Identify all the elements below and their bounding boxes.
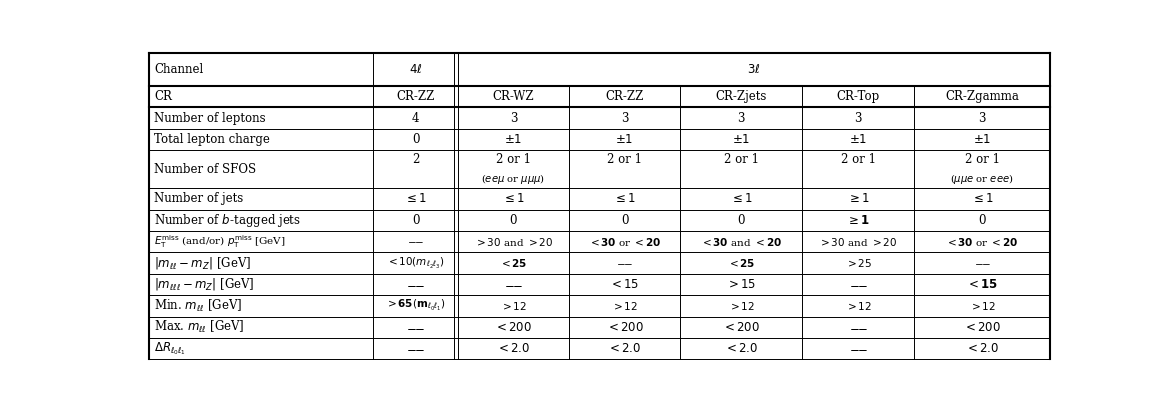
- Text: CR-ZZ: CR-ZZ: [605, 90, 644, 103]
- Text: $-\!\!-$: $-\!\!-$: [848, 342, 867, 355]
- Text: Number of leptons: Number of leptons: [154, 112, 266, 125]
- Text: 2 or 1: 2 or 1: [840, 153, 875, 166]
- Text: $< 200$: $< 200$: [963, 321, 1002, 334]
- Text: 0: 0: [621, 214, 628, 227]
- Text: 2: 2: [412, 153, 419, 166]
- Text: $|m_{\ell\ell} - m_Z|$ [GeV]: $|m_{\ell\ell} - m_Z|$ [GeV]: [154, 255, 252, 271]
- Text: $> 12$: $> 12$: [969, 300, 996, 312]
- Text: $|m_{\ell\ell\ell} - m_Z|$ [GeV]: $|m_{\ell\ell\ell} - m_Z|$ [GeV]: [154, 276, 255, 292]
- Text: CR-Zjets: CR-Zjets: [715, 90, 766, 103]
- Text: $\geq\mathbf{1}$: $\geq\mathbf{1}$: [846, 214, 870, 227]
- Text: $< 2.0$: $< 2.0$: [496, 342, 531, 355]
- Text: $<\mathbf{15}$: $<\mathbf{15}$: [966, 278, 998, 291]
- Text: CR-ZZ: CR-ZZ: [397, 90, 435, 103]
- Text: 3: 3: [621, 112, 628, 125]
- Text: CR-Zgamma: CR-Zgamma: [945, 90, 1019, 103]
- Text: $-\!\!-$: $-\!\!-$: [504, 278, 523, 291]
- Text: CR-Top: CR-Top: [837, 90, 880, 103]
- Text: CR-WZ: CR-WZ: [493, 90, 535, 103]
- Text: $\pm1$: $\pm1$: [973, 133, 991, 146]
- Text: $> 30$ and $> 20$: $> 30$ and $> 20$: [819, 236, 897, 248]
- Text: $\pm1$: $\pm1$: [504, 133, 523, 146]
- Text: $-\!\!-$: $-\!\!-$: [406, 342, 425, 355]
- Text: $\leq 1$: $\leq 1$: [971, 193, 993, 205]
- Text: 0: 0: [412, 133, 419, 146]
- Text: $> 12$: $> 12$: [845, 300, 872, 312]
- Text: $\geq 1$: $\geq 1$: [847, 193, 869, 205]
- Text: Number of jets: Number of jets: [154, 193, 243, 205]
- Text: 0: 0: [737, 214, 745, 227]
- Text: $4\ell$: $4\ell$: [408, 63, 422, 76]
- Text: $< 200$: $< 200$: [722, 321, 760, 334]
- Text: ($ee\mu$ or $\mu\mu\mu$): ($ee\mu$ or $\mu\mu\mu$): [482, 172, 545, 186]
- Text: $< 200$: $< 200$: [495, 321, 532, 334]
- Text: 3: 3: [978, 112, 986, 125]
- Text: $> 12$: $> 12$: [611, 300, 638, 312]
- Text: $\pm1$: $\pm1$: [849, 133, 867, 146]
- Text: 2 or 1: 2 or 1: [965, 153, 1000, 166]
- Text: Number of SFOS: Number of SFOS: [154, 163, 256, 176]
- Text: $> 15$: $> 15$: [725, 278, 756, 291]
- Text: 3: 3: [737, 112, 745, 125]
- Text: ($\mu\mu e$ or $eee$): ($\mu\mu e$ or $eee$): [950, 172, 1014, 186]
- Text: $< 2.0$: $< 2.0$: [724, 342, 758, 355]
- Text: $-\!\!-$: $-\!\!-$: [848, 278, 867, 291]
- Text: Total lepton charge: Total lepton charge: [154, 133, 270, 146]
- Text: $<\mathbf{25}$: $<\mathbf{25}$: [727, 257, 756, 269]
- Text: 4: 4: [412, 112, 419, 125]
- Text: $3\ell$: $3\ell$: [748, 63, 760, 76]
- Text: $> 12$: $> 12$: [728, 300, 755, 312]
- Text: $> 12$: $> 12$: [500, 300, 526, 312]
- Text: $\leq 1$: $\leq 1$: [730, 193, 752, 205]
- Text: $\leq 1$: $\leq 1$: [502, 193, 525, 205]
- Text: $< 2.0$: $< 2.0$: [607, 342, 641, 355]
- Text: Channel: Channel: [154, 63, 204, 76]
- Text: $\Delta R_{\ell_0\ell_1}$: $\Delta R_{\ell_0\ell_1}$: [154, 340, 186, 357]
- Text: 3: 3: [510, 112, 517, 125]
- Text: $-\!\!-$: $-\!\!-$: [406, 321, 425, 334]
- Text: 0: 0: [978, 214, 986, 227]
- Text: $<\mathbf{25}$: $<\mathbf{25}$: [500, 257, 528, 269]
- Text: 0: 0: [412, 214, 419, 227]
- Text: Min. $m_{\ell\ell}$ [GeV]: Min. $m_{\ell\ell}$ [GeV]: [154, 298, 242, 314]
- Text: $\pm1$: $\pm1$: [732, 133, 750, 146]
- Text: $\pm1$: $\pm1$: [615, 133, 634, 146]
- Text: 2 or 1: 2 or 1: [723, 153, 758, 166]
- Text: CR: CR: [154, 90, 172, 103]
- Text: $<\mathbf{30}$ or $<\mathbf{20}$: $<\mathbf{30}$ or $<\mathbf{20}$: [587, 236, 661, 248]
- Text: Max. $m_{\ell\ell}$ [GeV]: Max. $m_{\ell\ell}$ [GeV]: [154, 319, 245, 335]
- Text: $-\!\!-$: $-\!\!-$: [617, 258, 633, 267]
- Text: $\leq 1$: $\leq 1$: [613, 193, 636, 205]
- Text: $< 15$: $< 15$: [610, 278, 640, 291]
- Text: $-\!\!-$: $-\!\!-$: [406, 278, 425, 291]
- Text: $< 200$: $< 200$: [606, 321, 644, 334]
- Text: 2 or 1: 2 or 1: [607, 153, 642, 166]
- Text: $-\!\!-$: $-\!\!-$: [973, 258, 991, 267]
- Text: 0: 0: [510, 214, 517, 227]
- Text: Number of $b$-tagged jets: Number of $b$-tagged jets: [154, 212, 302, 229]
- Text: $\leq 1$: $\leq 1$: [404, 193, 427, 205]
- Text: $>\mathbf{65}(\mathbf{m}_{\ell_0\ell_1})$: $>\mathbf{65}(\mathbf{m}_{\ell_0\ell_1})…: [385, 298, 446, 313]
- Text: $< 10(m_{\ell_2\ell_3})$: $< 10(m_{\ell_2\ell_3})$: [386, 256, 445, 271]
- Text: $<\mathbf{30}$ or $<\mathbf{20}$: $<\mathbf{30}$ or $<\mathbf{20}$: [945, 236, 1019, 248]
- Text: $< 2.0$: $< 2.0$: [965, 342, 999, 355]
- Text: $E_{\mathrm{T}}^{\mathrm{miss}}$ (and/or) $p_{\mathrm{T}}^{\mathrm{miss}}$ [GeV]: $E_{\mathrm{T}}^{\mathrm{miss}}$ (and/or…: [154, 233, 287, 250]
- Text: 2 or 1: 2 or 1: [496, 153, 531, 166]
- Text: $> 25$: $> 25$: [845, 257, 872, 269]
- Text: $<\mathbf{30}$ and $<\mathbf{20}$: $<\mathbf{30}$ and $<\mathbf{20}$: [700, 236, 782, 248]
- Text: 3: 3: [854, 112, 862, 125]
- Text: $-\!\!-$: $-\!\!-$: [407, 237, 424, 246]
- Text: $-\!\!-$: $-\!\!-$: [848, 321, 867, 334]
- Text: $> 30$ and $> 20$: $> 30$ and $> 20$: [474, 236, 553, 248]
